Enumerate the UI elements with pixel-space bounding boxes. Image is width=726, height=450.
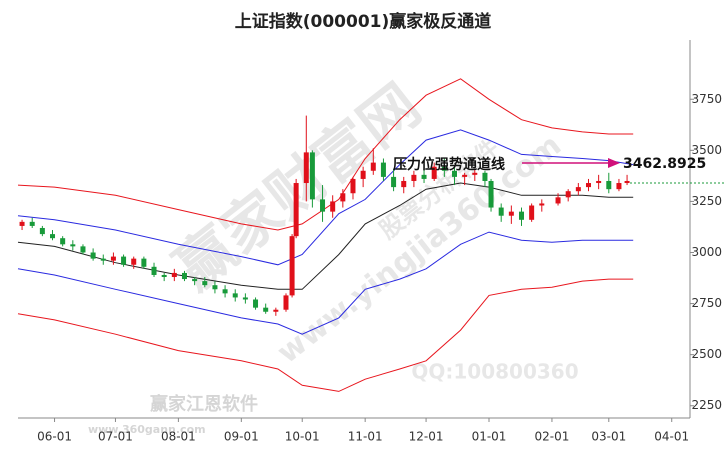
candle-body bbox=[451, 170, 457, 177]
candle-body bbox=[212, 285, 218, 290]
candle-body bbox=[482, 172, 488, 181]
candle-body bbox=[19, 221, 25, 226]
candle-body bbox=[380, 162, 386, 177]
y-tick-label: 2500 bbox=[691, 347, 722, 361]
candle-body bbox=[289, 236, 295, 296]
candle-body bbox=[555, 197, 561, 204]
candle-body bbox=[616, 183, 622, 190]
candle-body bbox=[401, 180, 407, 188]
annotation-arrowhead bbox=[608, 158, 620, 168]
candle-body bbox=[330, 201, 336, 212]
channel-line bbox=[17, 231, 634, 335]
candle-body bbox=[293, 183, 299, 237]
candle-body bbox=[232, 293, 238, 298]
channel-line bbox=[17, 278, 634, 392]
x-tick-label: 10-01 bbox=[285, 430, 320, 444]
candle-body bbox=[39, 227, 45, 235]
candle-body bbox=[421, 174, 427, 179]
candle-body bbox=[60, 238, 66, 245]
candle-body bbox=[565, 191, 571, 198]
x-tick-label: 02-01 bbox=[535, 430, 570, 444]
x-tick-label: 11-01 bbox=[348, 430, 383, 444]
candle-body bbox=[121, 256, 127, 265]
watermark: www.360gann.com bbox=[88, 423, 206, 436]
candle-body bbox=[273, 309, 279, 312]
candle-body bbox=[360, 170, 366, 179]
candle-body bbox=[181, 272, 187, 280]
price-label: 3462.8925 bbox=[623, 156, 706, 172]
candle-body bbox=[171, 272, 177, 278]
candle-body bbox=[309, 152, 315, 200]
x-tick-label: 01-01 bbox=[472, 430, 507, 444]
annotation-label: 压力位强势通道线 bbox=[393, 156, 505, 173]
candle-body bbox=[462, 174, 468, 177]
candle-body bbox=[624, 180, 630, 184]
candle-body bbox=[606, 180, 612, 190]
candle-body bbox=[151, 266, 157, 275]
candle-body bbox=[141, 258, 147, 267]
candle-body bbox=[303, 152, 309, 184]
candle-body bbox=[50, 234, 56, 239]
candle-body bbox=[596, 180, 602, 184]
candle-body bbox=[441, 166, 447, 171]
candle-body bbox=[80, 246, 86, 253]
chart-title: 上证指数(000001)赢家极反通道 bbox=[235, 11, 492, 32]
candle-body bbox=[110, 256, 116, 261]
candle-body bbox=[585, 183, 591, 188]
x-tick-label: 08-01 bbox=[161, 430, 196, 444]
candle-body bbox=[488, 180, 494, 208]
candle-body bbox=[431, 166, 437, 179]
candle-body bbox=[131, 258, 137, 265]
candle-body bbox=[391, 176, 397, 188]
candle-body bbox=[192, 279, 198, 282]
candle-body bbox=[283, 295, 289, 310]
candle-body bbox=[161, 274, 167, 278]
candle-body bbox=[242, 297, 248, 300]
x-tick-label: 04-01 bbox=[654, 430, 689, 444]
candle-body bbox=[202, 281, 208, 286]
candle-body bbox=[253, 299, 259, 308]
candle-body bbox=[472, 172, 478, 175]
candle-body bbox=[350, 178, 356, 194]
candle-body bbox=[222, 289, 228, 294]
channel-line bbox=[17, 182, 634, 290]
y-tick-label: 2750 bbox=[691, 296, 722, 310]
candle-body bbox=[498, 207, 504, 216]
candle-body bbox=[100, 258, 106, 261]
candle-body bbox=[263, 307, 269, 312]
x-tick-label: 07-01 bbox=[98, 430, 133, 444]
y-tick-label: 3750 bbox=[691, 92, 722, 106]
watermark: 赢家江恩软件 bbox=[150, 393, 258, 415]
y-tick-label: 3250 bbox=[691, 194, 722, 208]
x-tick-label: 03-01 bbox=[591, 430, 626, 444]
candle-body bbox=[90, 252, 96, 259]
candle-body bbox=[370, 162, 376, 171]
y-tick-label: 3000 bbox=[691, 245, 722, 259]
watermark: QQ:100800360 bbox=[411, 360, 578, 384]
candle-body bbox=[518, 211, 524, 220]
candle-body bbox=[340, 193, 346, 202]
channel-line bbox=[17, 129, 634, 266]
candle-body bbox=[529, 205, 535, 220]
x-tick-label: 06-01 bbox=[37, 430, 72, 444]
candle-body bbox=[70, 244, 76, 247]
channel-line bbox=[17, 78, 634, 231]
candle-body bbox=[411, 174, 417, 181]
candle-body bbox=[320, 199, 326, 212]
candle-body bbox=[508, 211, 514, 216]
candle-body bbox=[29, 221, 35, 226]
y-tick-label: 3500 bbox=[691, 143, 722, 157]
y-tick-label: 2250 bbox=[691, 398, 722, 412]
x-tick-label: 12-01 bbox=[409, 430, 444, 444]
candle-body bbox=[539, 203, 545, 206]
candle-body bbox=[575, 187, 581, 192]
x-tick-label: 09-01 bbox=[224, 430, 259, 444]
